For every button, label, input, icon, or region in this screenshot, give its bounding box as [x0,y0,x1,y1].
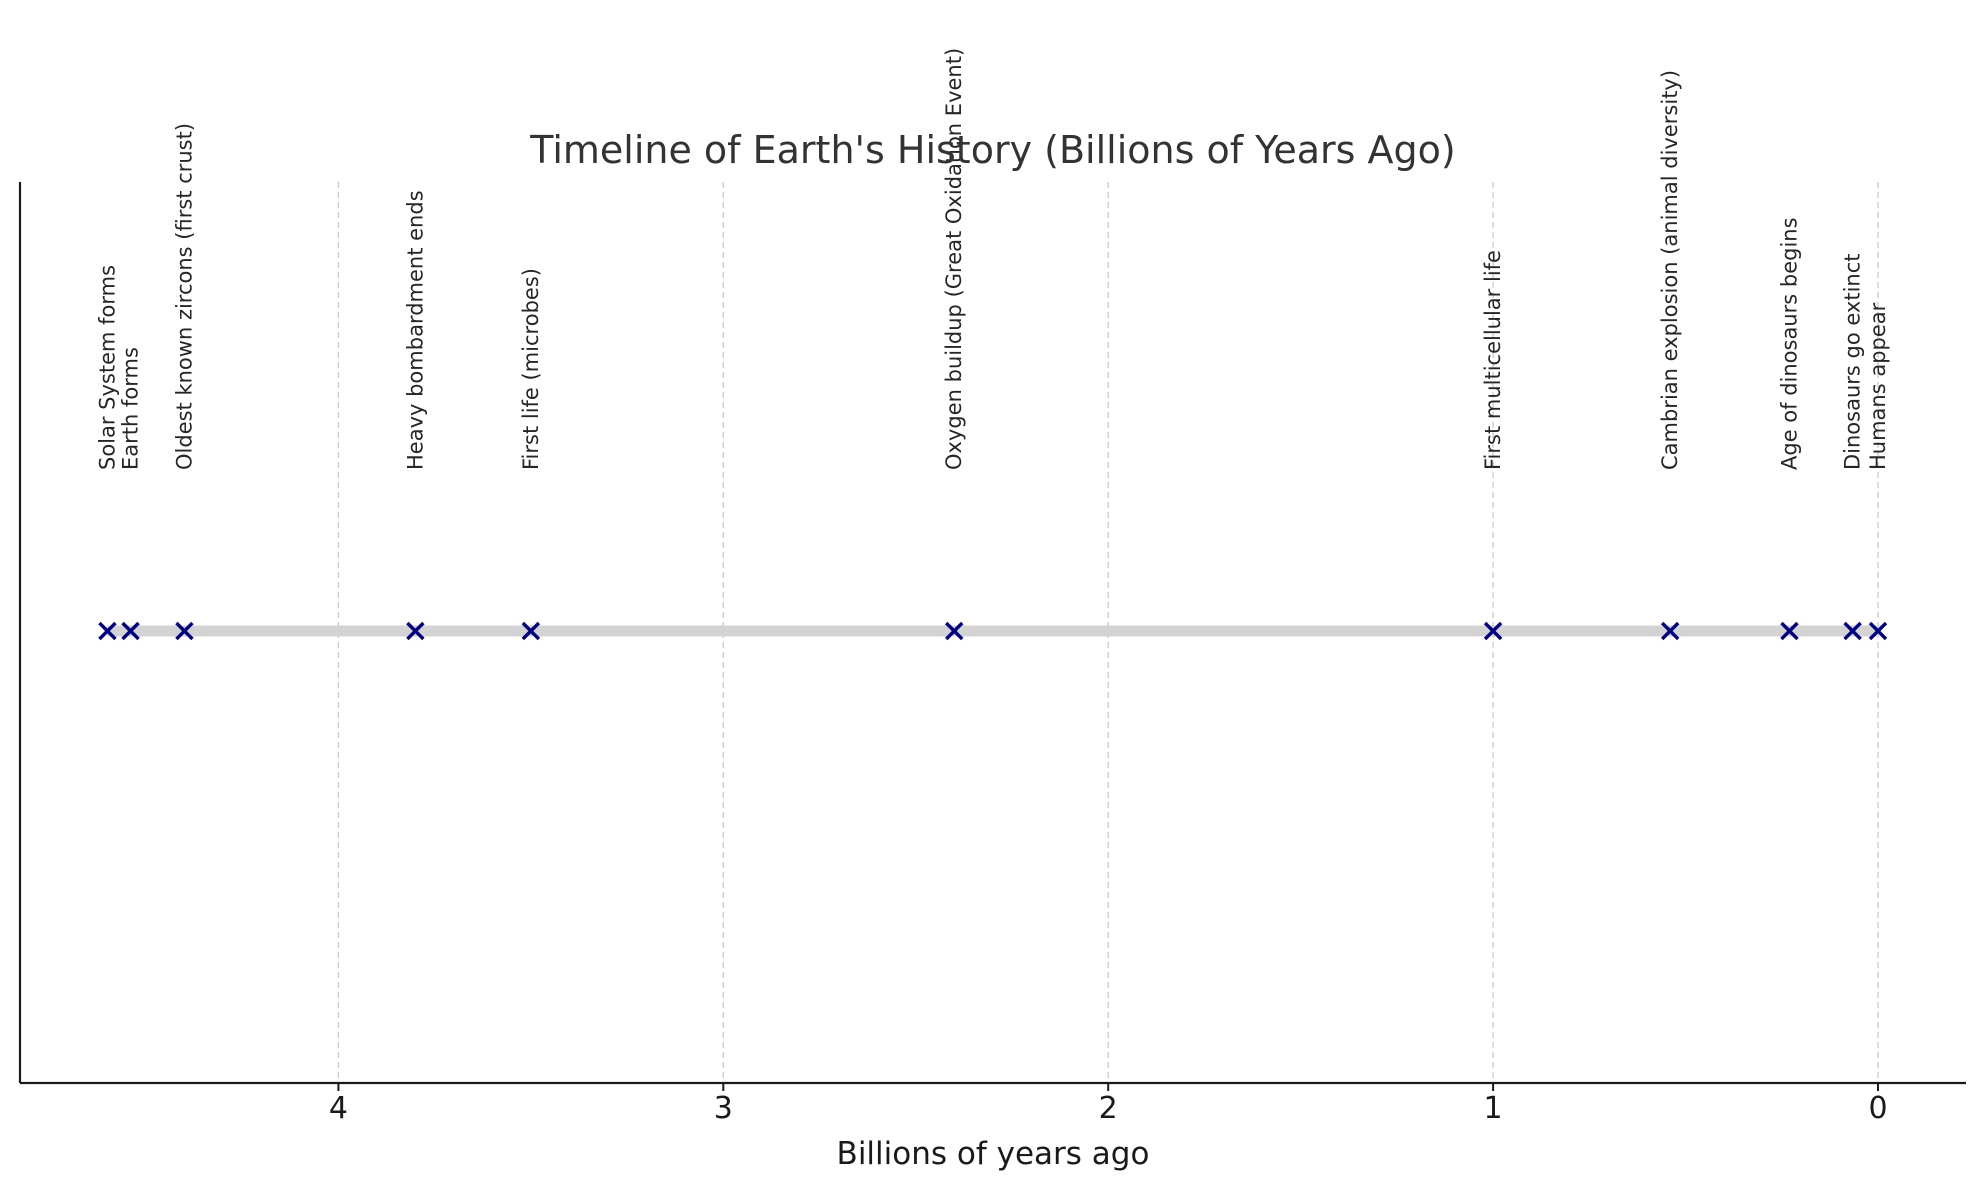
event-marker [1843,621,1862,641]
x-tick-label: 2 [1099,1091,1118,1126]
event-marker [175,621,194,641]
event-label: First life (microbes) [519,268,543,470]
event-label: Solar System forms [95,265,119,470]
chart-title: Timeline of Earth's History (Billions of… [529,128,1455,172]
event-marker [1780,621,1799,641]
event-marker [945,621,964,641]
x-tick-label: 4 [329,1091,348,1126]
event-marker [406,621,425,641]
x-tick-label: 3 [714,1091,733,1126]
event-marker [121,621,140,641]
x-ticks: 4 3 2 1 0 [329,1083,1888,1126]
event-label: First multicellular life [1481,250,1505,470]
event-marker [521,621,541,641]
event-label: Cambrian explosion (animal diversity) [1658,70,1682,470]
event-marker [1868,621,1888,641]
event-label: Age of dinosaurs begins [1777,217,1801,470]
event-label: Oxygen buildup (Great Oxidation Event) [942,48,966,470]
event-marker [1660,621,1680,641]
event-marker [1483,621,1503,641]
event-label: Oldest known zircons (first crust) [172,123,196,470]
x-tick-label: 1 [1484,1091,1503,1126]
event-label: Dinosaurs go extinct [1841,253,1865,470]
event-label: Heavy bombardment ends [403,190,427,470]
event-marker [98,621,117,641]
event-labels: Solar System forms Earth forms Oldest know… [95,48,1890,470]
x-tick-label: 0 [1868,1091,1887,1126]
event-markers [98,621,1888,641]
x-axis-label: Billions of years ago [837,1136,1150,1172]
event-label: Humans appear [1866,302,1890,470]
event-label: Earth forms [119,347,143,470]
axes [18,182,1966,1085]
